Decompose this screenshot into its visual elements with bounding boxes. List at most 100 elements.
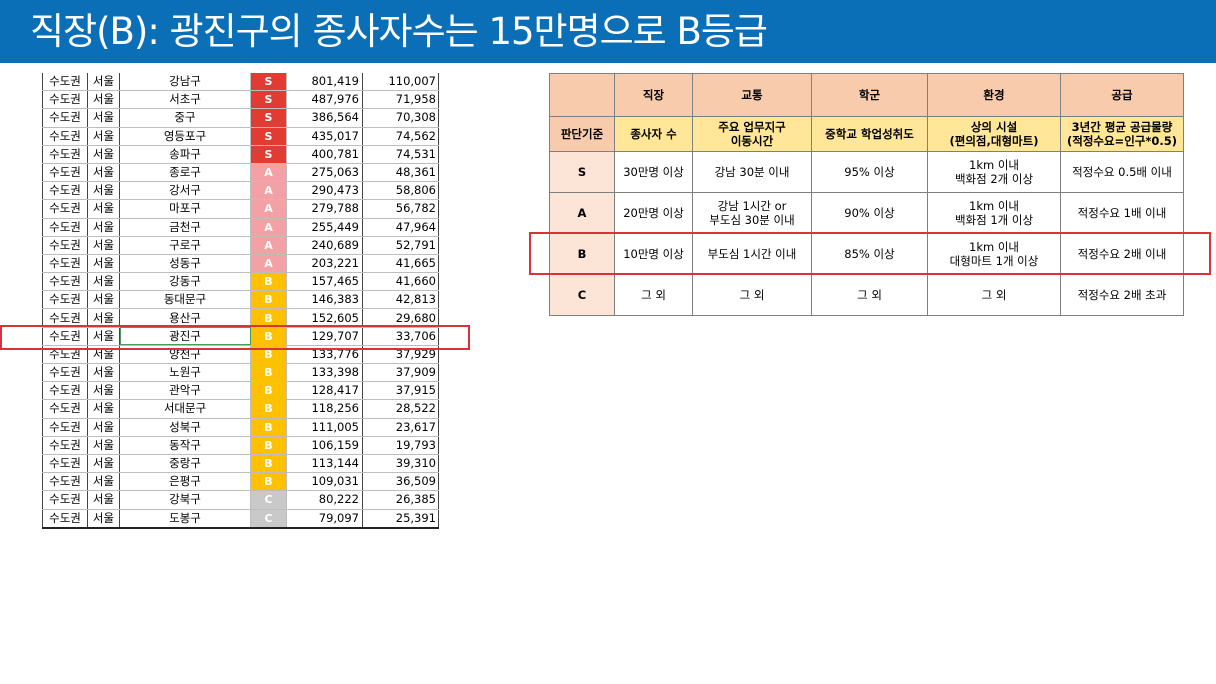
grade-cell[interactable]: B (250, 399, 287, 419)
region-cell[interactable]: 수도권 (42, 326, 88, 346)
population-cell[interactable]: 70,308 (362, 108, 439, 128)
population-cell[interactable]: 39,310 (362, 453, 439, 474)
city-cell[interactable]: 서울 (87, 399, 120, 419)
region-cell[interactable]: 수도권 (42, 199, 88, 219)
region-cell[interactable]: 수도권 (42, 181, 88, 201)
employee-count-cell[interactable]: 128,417 (286, 381, 363, 401)
district-cell[interactable]: 은평구 (119, 472, 251, 492)
city-cell[interactable]: 서울 (87, 362, 120, 383)
district-cell[interactable]: 구로구 (119, 235, 251, 255)
region-cell[interactable]: 수도권 (42, 73, 88, 92)
population-cell[interactable]: 74,562 (362, 126, 439, 146)
population-cell[interactable]: 37,915 (362, 381, 439, 401)
city-cell[interactable]: 서울 (87, 381, 120, 401)
employee-count-cell[interactable]: 801,419 (286, 73, 363, 92)
employee-count-cell[interactable]: 487,976 (286, 90, 363, 110)
population-cell[interactable]: 28,522 (362, 399, 439, 419)
district-cell[interactable]: 금천구 (119, 217, 251, 237)
city-cell[interactable]: 서울 (87, 253, 120, 274)
grade-cell[interactable]: B (250, 362, 287, 383)
population-cell[interactable]: 36,509 (362, 472, 439, 492)
district-cell[interactable]: 강북구 (119, 490, 251, 510)
city-cell[interactable]: 서울 (87, 144, 120, 164)
region-cell[interactable]: 수도권 (42, 453, 88, 474)
region-cell[interactable]: 수도권 (42, 435, 88, 455)
grade-cell[interactable]: B (250, 381, 287, 401)
city-cell[interactable]: 서울 (87, 181, 120, 201)
population-cell[interactable]: 41,665 (362, 253, 439, 274)
employee-count-cell[interactable]: 129,707 (286, 326, 363, 346)
employee-count-cell[interactable]: 109,031 (286, 472, 363, 492)
employee-count-cell[interactable]: 275,063 (286, 162, 363, 183)
employee-count-cell[interactable]: 80,222 (286, 490, 363, 510)
grade-cell[interactable]: B (250, 417, 287, 437)
grade-cell[interactable]: A (250, 217, 287, 237)
population-cell[interactable]: 71,958 (362, 90, 439, 110)
city-cell[interactable]: 서울 (87, 508, 120, 529)
region-cell[interactable]: 수도권 (42, 381, 88, 401)
employee-count-cell[interactable]: 146,383 (286, 290, 363, 310)
population-cell[interactable]: 58,806 (362, 181, 439, 201)
employee-count-cell[interactable]: 400,781 (286, 144, 363, 164)
region-cell[interactable]: 수도권 (42, 235, 88, 255)
region-cell[interactable]: 수도권 (42, 217, 88, 237)
district-cell[interactable]: 도봉구 (119, 508, 251, 529)
city-cell[interactable]: 서울 (87, 490, 120, 510)
population-cell[interactable]: 74,531 (362, 144, 439, 164)
district-cell[interactable]: 중랑구 (119, 453, 251, 474)
population-cell[interactable]: 33,706 (362, 326, 439, 346)
grade-cell[interactable]: B (250, 453, 287, 474)
region-cell[interactable]: 수도권 (42, 126, 88, 146)
city-cell[interactable]: 서울 (87, 90, 120, 110)
region-cell[interactable]: 수도권 (42, 90, 88, 110)
district-cell[interactable]: 서대문구 (119, 399, 251, 419)
district-cell[interactable]: 종로구 (119, 162, 251, 183)
employee-count-cell[interactable]: 152,605 (286, 308, 363, 328)
city-cell[interactable]: 서울 (87, 453, 120, 474)
city-cell[interactable]: 서울 (87, 162, 120, 183)
region-cell[interactable]: 수도권 (42, 253, 88, 274)
region-cell[interactable]: 수도권 (42, 290, 88, 310)
city-cell[interactable]: 서울 (87, 435, 120, 455)
grade-cell[interactable]: S (250, 90, 287, 110)
district-cell[interactable]: 성동구 (119, 253, 251, 274)
employee-count-cell[interactable]: 255,449 (286, 217, 363, 237)
city-cell[interactable]: 서울 (87, 126, 120, 146)
city-cell[interactable]: 서울 (87, 73, 120, 92)
district-cell[interactable]: 중구 (119, 108, 251, 128)
district-cell[interactable]: 동대문구 (119, 290, 251, 310)
grade-cell[interactable]: A (250, 162, 287, 183)
population-cell[interactable]: 25,391 (362, 508, 439, 529)
district-cell[interactable]: 광진구 (119, 326, 251, 346)
region-cell[interactable]: 수도권 (42, 144, 88, 164)
grade-cell[interactable]: B (250, 290, 287, 310)
population-cell[interactable]: 48,361 (362, 162, 439, 183)
grade-cell[interactable]: A (250, 199, 287, 219)
population-cell[interactable]: 47,964 (362, 217, 439, 237)
district-cell[interactable]: 송파구 (119, 144, 251, 164)
grade-cell[interactable]: B (250, 435, 287, 455)
district-cell[interactable]: 영등포구 (119, 126, 251, 146)
employee-count-cell[interactable]: 111,005 (286, 417, 363, 437)
population-cell[interactable]: 19,793 (362, 435, 439, 455)
employee-count-cell[interactable]: 203,221 (286, 253, 363, 274)
grade-cell[interactable]: S (250, 73, 287, 92)
region-cell[interactable]: 수도권 (42, 417, 88, 437)
employee-count-cell[interactable]: 240,689 (286, 235, 363, 255)
city-cell[interactable]: 서울 (87, 417, 120, 437)
grade-cell[interactable]: A (250, 235, 287, 255)
region-cell[interactable]: 수도권 (42, 472, 88, 492)
region-cell[interactable]: 수도권 (42, 490, 88, 510)
grade-cell[interactable]: B (250, 308, 287, 328)
district-cell[interactable]: 강남구 (119, 73, 251, 92)
employee-count-cell[interactable]: 290,473 (286, 181, 363, 201)
grade-cell[interactable]: C (250, 508, 287, 529)
district-cell[interactable]: 노원구 (119, 362, 251, 383)
region-cell[interactable]: 수도권 (42, 362, 88, 383)
district-cell[interactable]: 서초구 (119, 90, 251, 110)
population-cell[interactable]: 26,385 (362, 490, 439, 510)
city-cell[interactable]: 서울 (87, 108, 120, 128)
employee-count-cell[interactable]: 79,097 (286, 508, 363, 529)
city-cell[interactable]: 서울 (87, 217, 120, 237)
population-cell[interactable]: 52,791 (362, 235, 439, 255)
